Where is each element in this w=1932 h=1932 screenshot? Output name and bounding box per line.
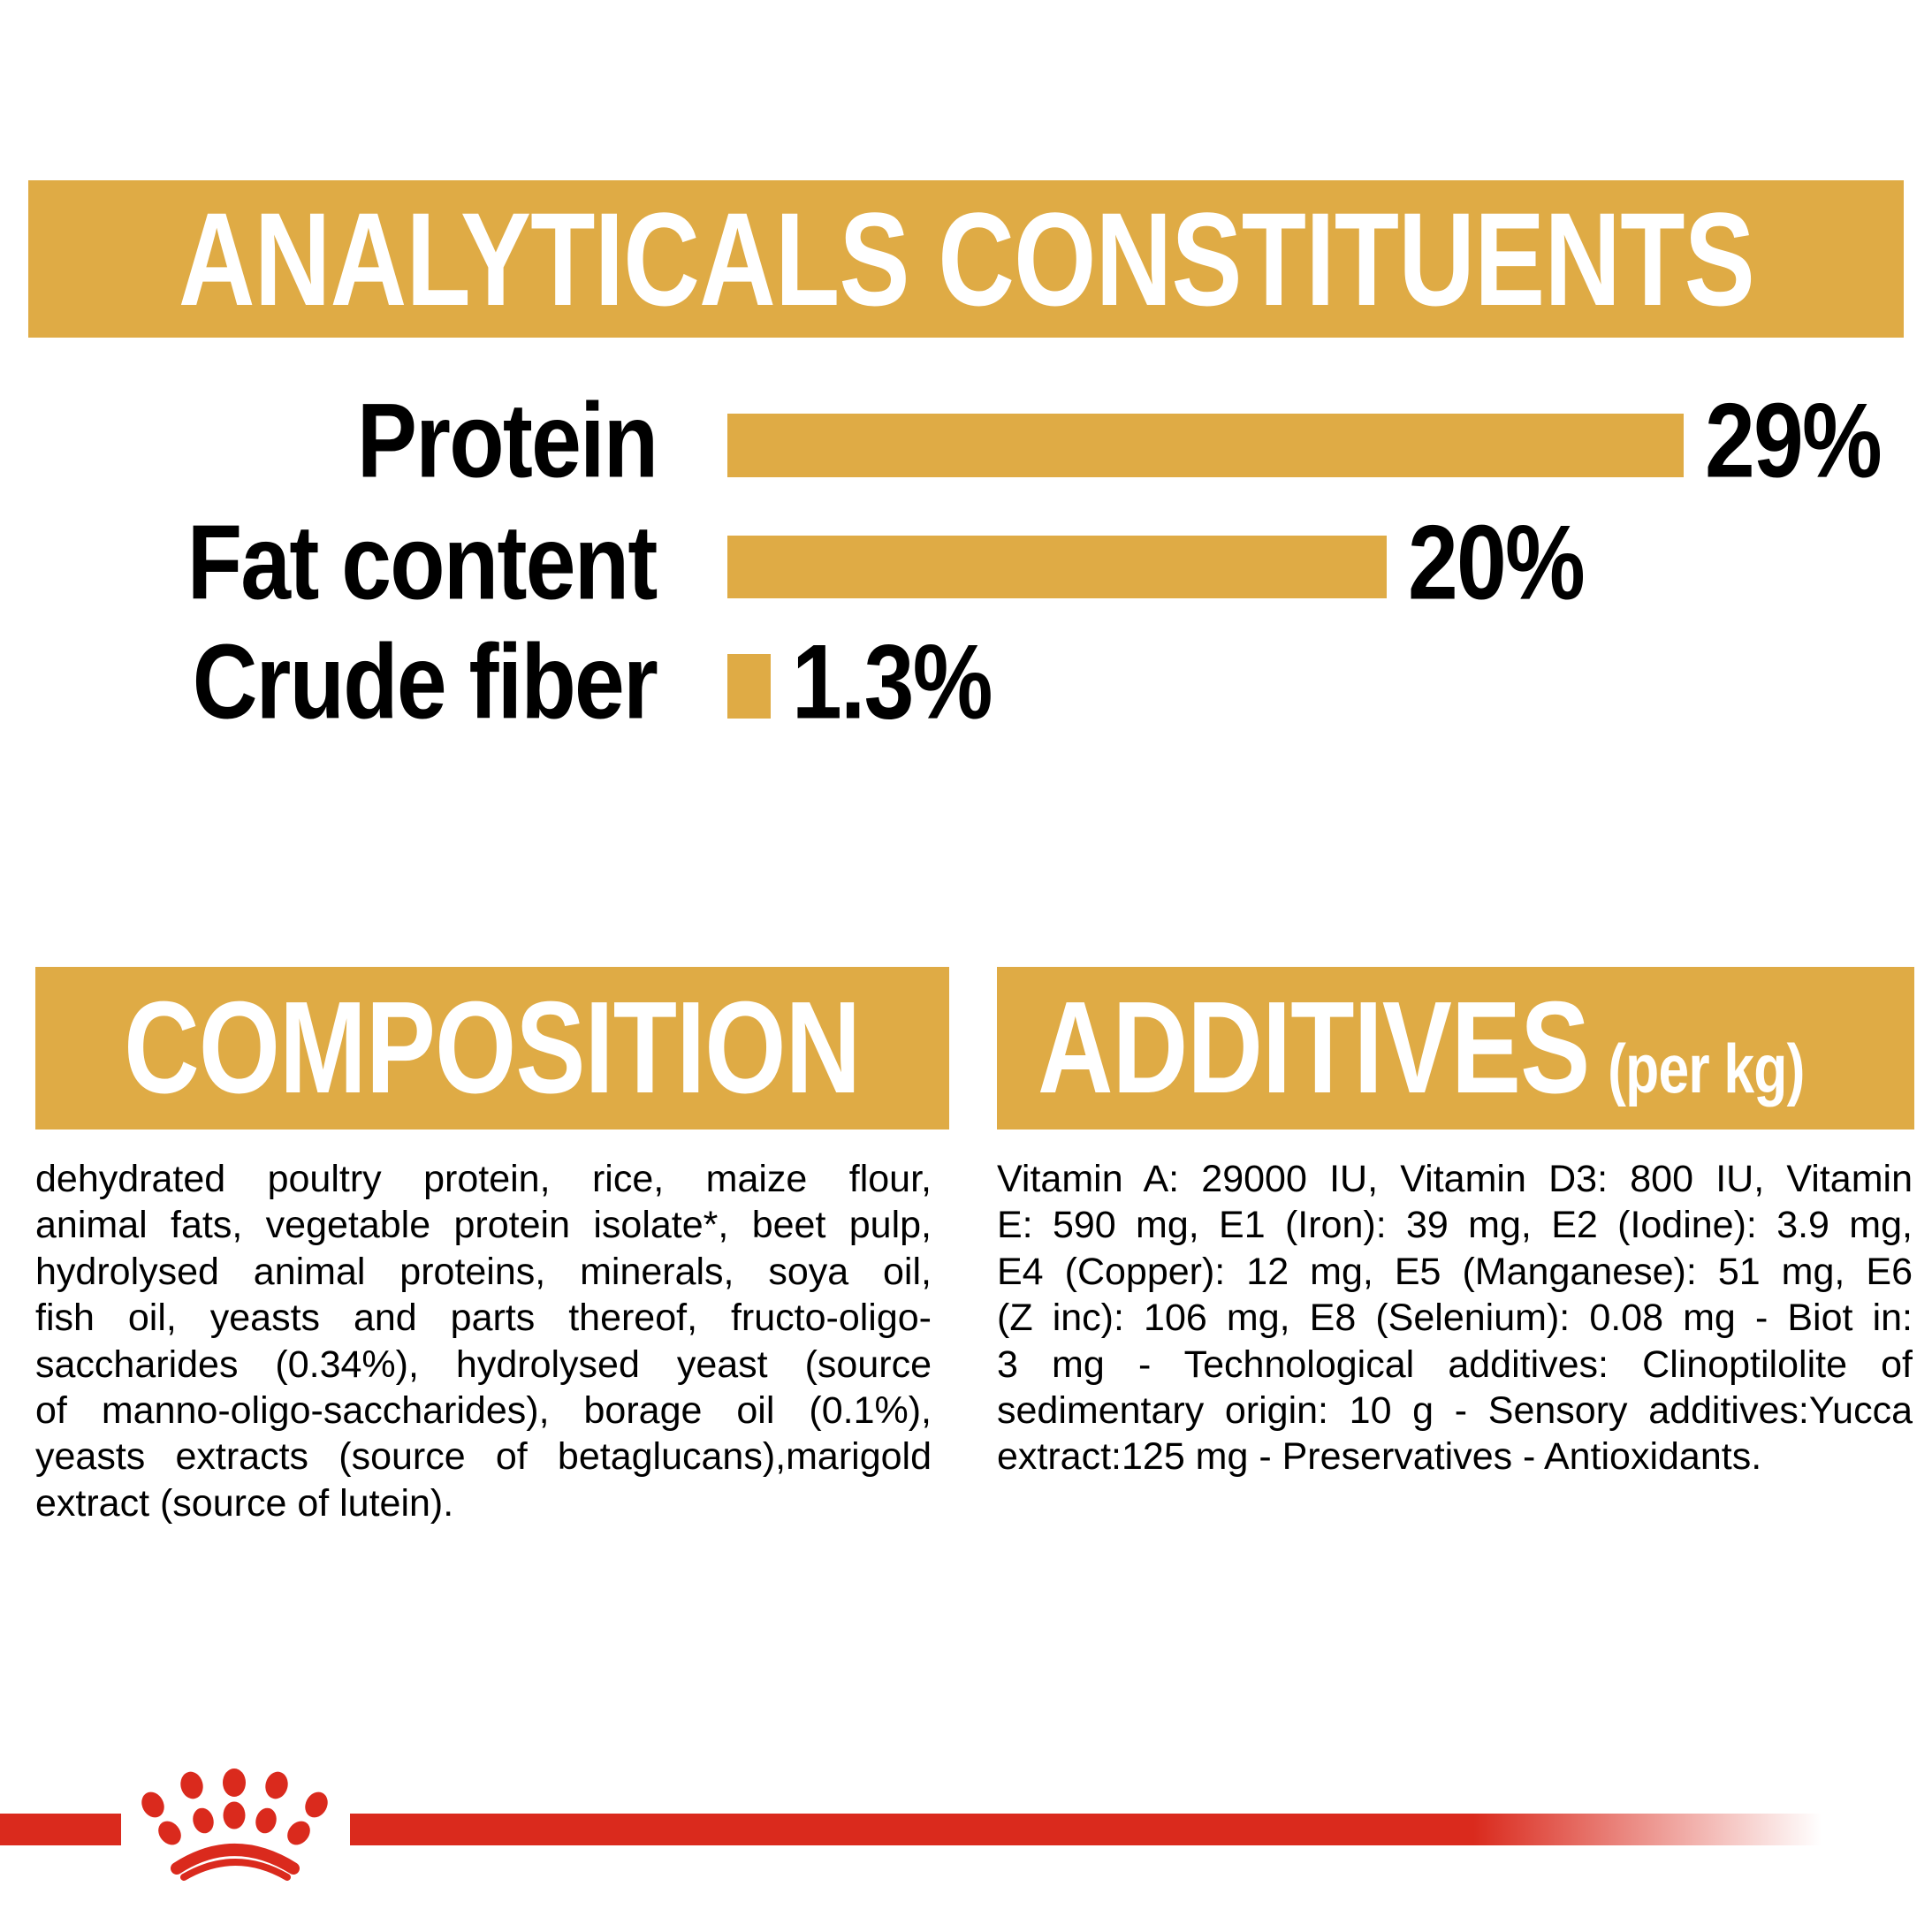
bar-value-label: 1.3% bbox=[792, 621, 993, 741]
bar bbox=[727, 414, 1684, 477]
additives-title-group: ADDITIVES (per kg) bbox=[1038, 983, 1805, 1114]
text-line: of manno-oligo-saccharides), borage oil … bbox=[35, 1389, 932, 1433]
text-line: fish oil, yeasts and parts thereof, fruc… bbox=[35, 1297, 932, 1340]
bar-value-label: 29% bbox=[1705, 381, 1883, 500]
additives-text: Vitamin A: 29000 IU, Vitamin D3: 800 IU,… bbox=[997, 1156, 1913, 1480]
text-line: 3 mg - Technological additives: Clinopti… bbox=[997, 1343, 1913, 1386]
chart-row: Fat content 20% bbox=[0, 503, 1932, 621]
chart-row: Crude fiber 1.3% bbox=[0, 622, 1932, 741]
text-line: dehydrated poultry protein, rice, maize … bbox=[35, 1158, 932, 1200]
composition-header-band: COMPOSITION bbox=[35, 967, 949, 1130]
text-line: E4 (Copper): 12 mg, E5 (Manganese): 51 m… bbox=[997, 1250, 1913, 1293]
bar-category-label: Protein bbox=[356, 381, 658, 500]
text-line: Vitamin A: 29000 IU, Vitamin D3: 800 IU,… bbox=[997, 1158, 1913, 1200]
chart-row: Protein 29% bbox=[0, 381, 1932, 499]
bar-value-label: 20% bbox=[1408, 502, 1586, 621]
bar-category-label: Crude fiber bbox=[192, 621, 658, 741]
text-line: sedimentary origin: 10 g - Sensory addit… bbox=[997, 1389, 1913, 1433]
bar-category-label: Fat content bbox=[187, 502, 658, 621]
bar bbox=[727, 536, 1387, 598]
bar bbox=[727, 654, 771, 719]
text-line: yeasts extracts (source of betaglucans),… bbox=[35, 1435, 932, 1479]
footer-stripe-right bbox=[350, 1814, 1932, 1845]
composition-title: COMPOSITION bbox=[124, 975, 861, 1121]
text-line: E: 590 mg, E1 (Iron): 39 mg, E2 (Iodine)… bbox=[997, 1204, 1913, 1247]
analyticals-title: ANALYTICALS CONSTITUENTS bbox=[178, 185, 1754, 333]
footer-stripe-left bbox=[0, 1814, 121, 1845]
text-line: hydrolysed animal proteins, minerals, so… bbox=[35, 1250, 932, 1293]
text-line: animal fats, vegetable protein isolate*,… bbox=[35, 1204, 932, 1247]
text-line: (Z inc): 106 mg, E8 (Selenium): 0.08 mg … bbox=[997, 1297, 1913, 1340]
additives-header-band: ADDITIVES (per kg) bbox=[997, 967, 1914, 1130]
analyticals-header-band: ANALYTICALS CONSTITUENTS bbox=[28, 180, 1904, 338]
additives-title: ADDITIVES bbox=[1038, 975, 1590, 1121]
royal-canin-crown-logo-icon bbox=[141, 1768, 328, 1881]
additives-title-suffix: (per kg) bbox=[1608, 1030, 1805, 1107]
text-line: extract (source of lutein). bbox=[35, 1481, 454, 1525]
text-line: saccharides (0.34%), hydrolysed yeast (s… bbox=[35, 1343, 932, 1386]
composition-text: dehydrated poultry protein, rice, maize … bbox=[35, 1156, 932, 1526]
text-line: extract:125 mg - Preservatives - Antioxi… bbox=[997, 1435, 1762, 1479]
